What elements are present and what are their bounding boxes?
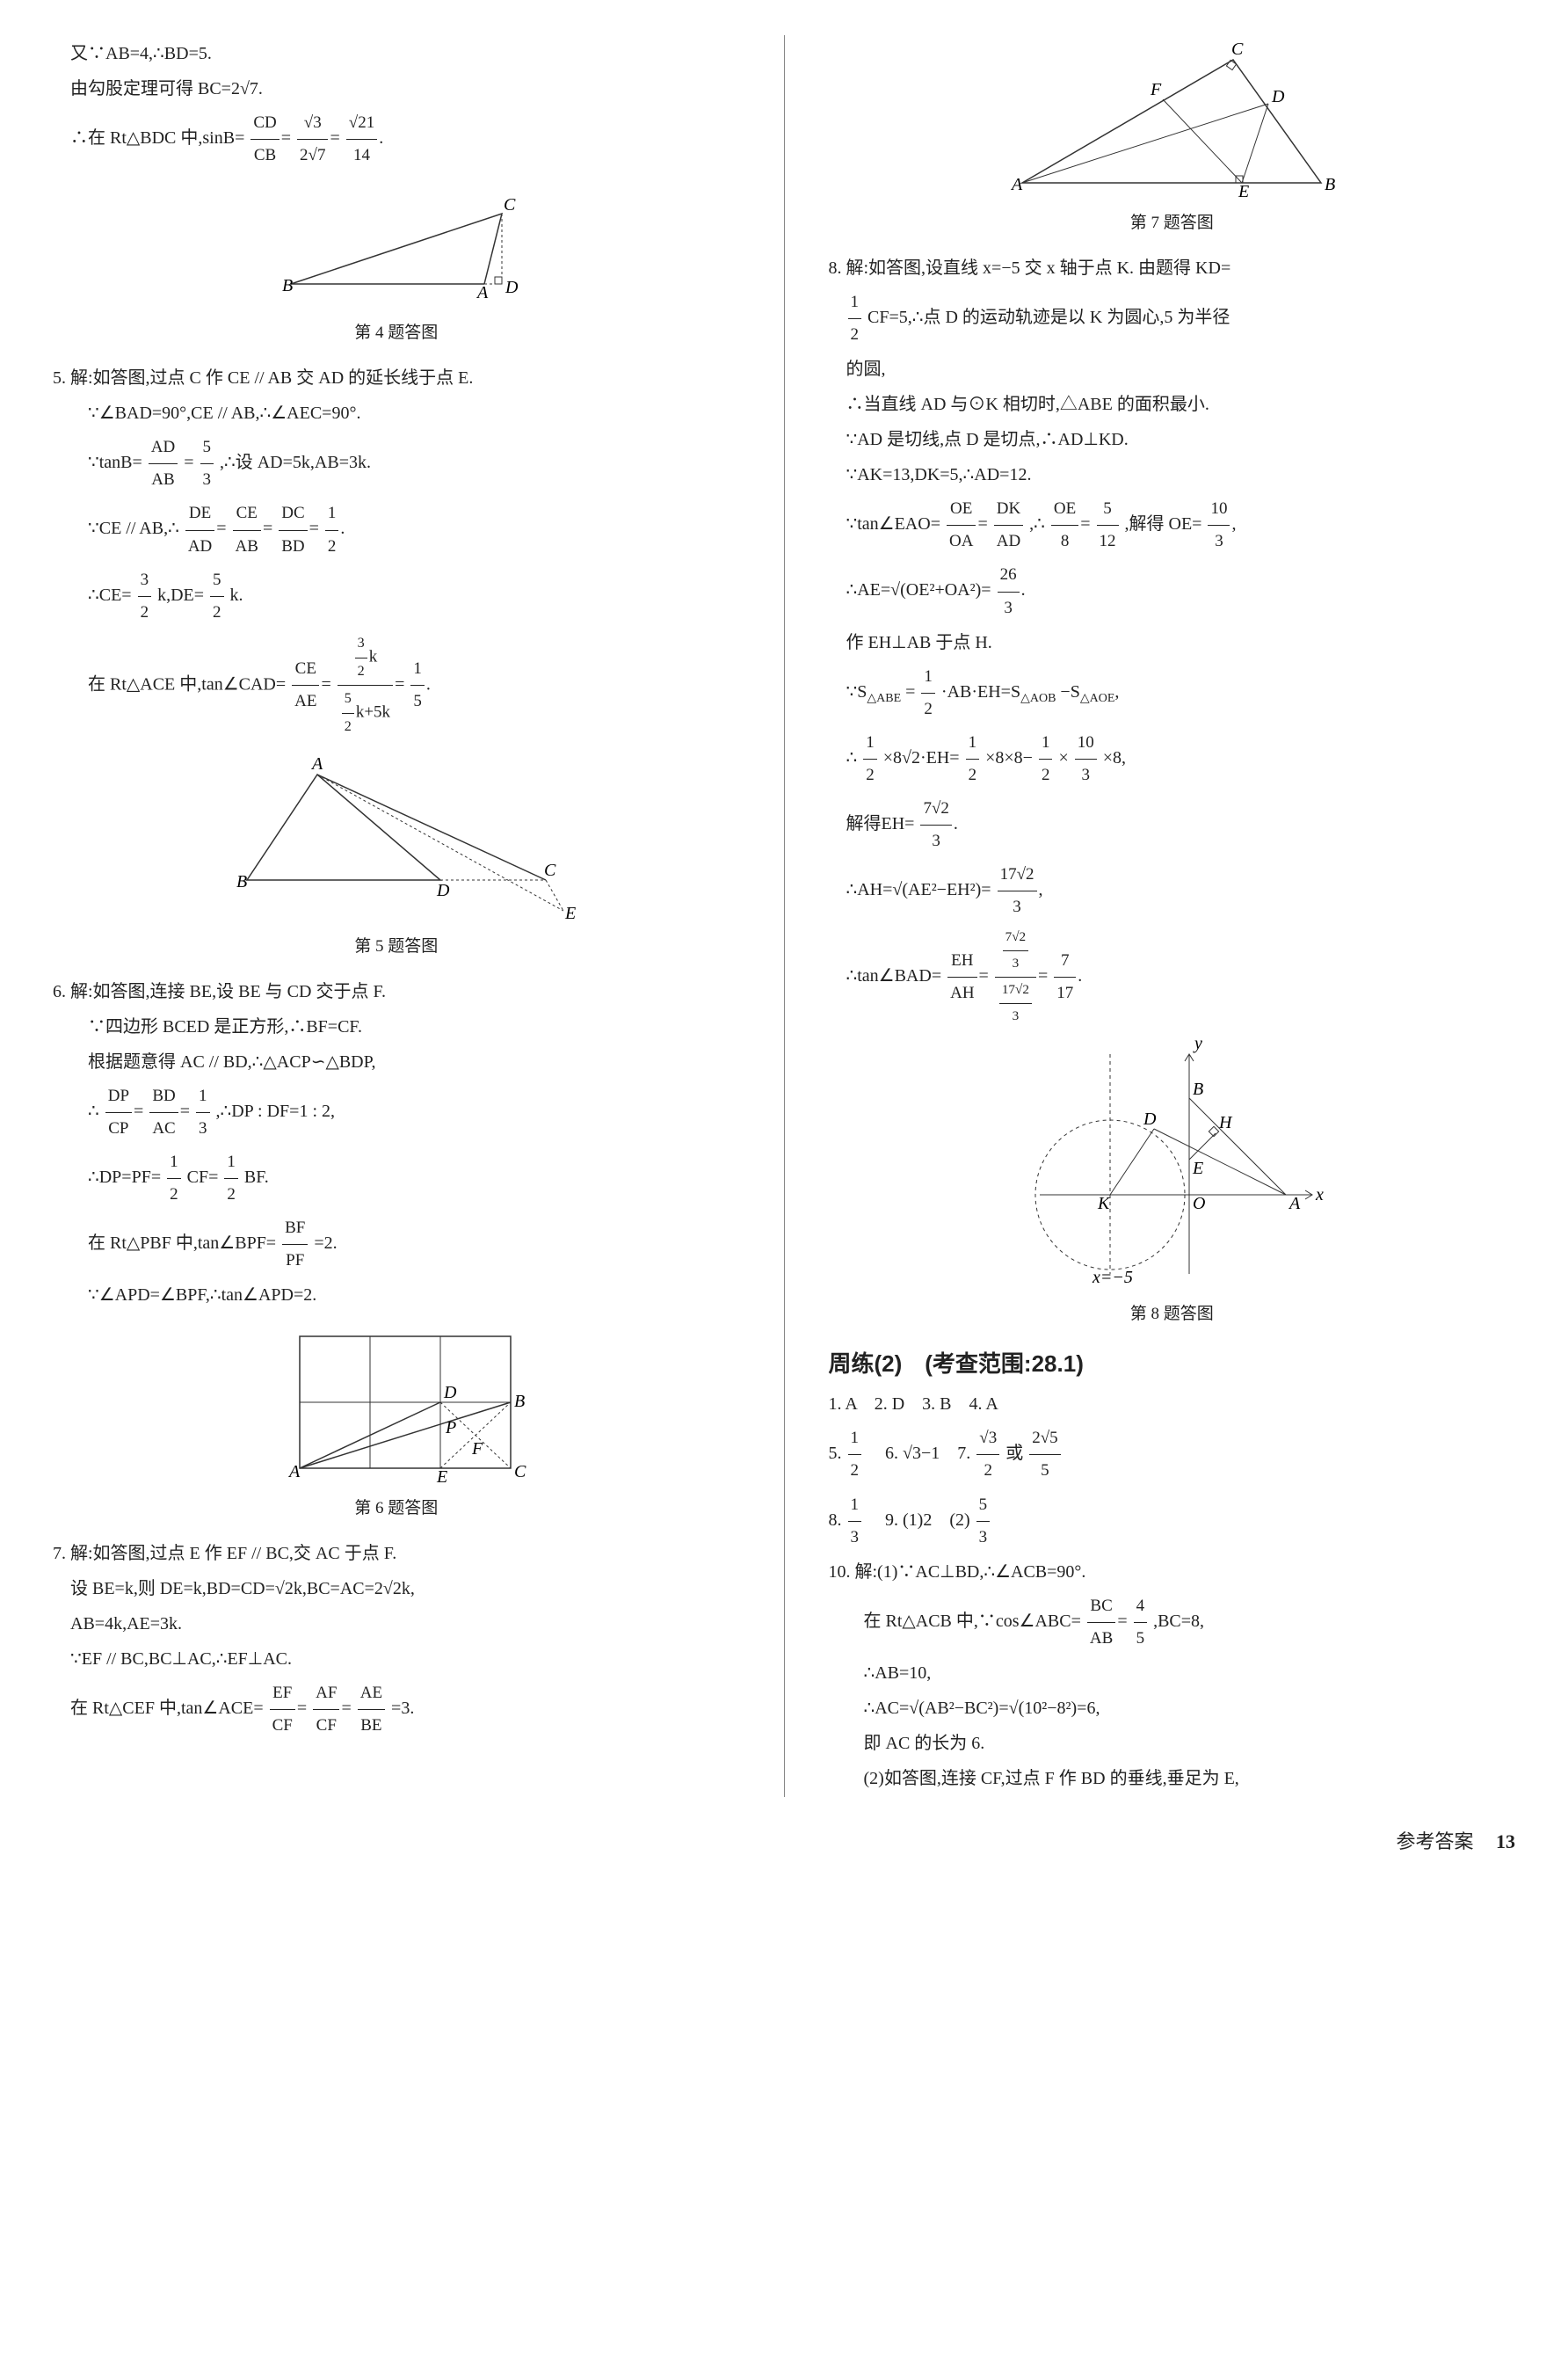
svg-text:E: E [1192, 1159, 1203, 1178]
line: 在 Rt△ACB 中,∵cos∠ABC= BCAB= 45 ,BC=8, [829, 1590, 1516, 1655]
left-column: 又∵AB=4,∴BD=5. 由勾股定理可得 BC=2√7. ∴在 Rt△BDC … [53, 35, 740, 1797]
line: ∴当直线 AD 与⊙K 相切时,△ABE 的面积最小. [829, 388, 1516, 421]
svg-text:E: E [564, 904, 576, 923]
svg-text:C: C [1231, 42, 1244, 59]
figure-7-caption: 第 7 题答图 [829, 207, 1516, 239]
column-divider [784, 35, 785, 1797]
svg-text:A: A [1010, 175, 1023, 194]
svg-text:x: x [1315, 1185, 1324, 1204]
svg-text:A: A [310, 754, 323, 774]
svg-text:A: A [287, 1462, 301, 1481]
line: 在 Rt△ACE 中,tan∠CAD= CEAE= 32k 52k+5k = 1… [53, 630, 740, 741]
line: ∵∠BAD=90°,CE // AB,∴∠AEC=90°. [53, 397, 740, 430]
figure-4: B A C D [256, 178, 537, 310]
figure-5-caption: 第 5 题答图 [53, 931, 740, 963]
line: ∴CE= 32 k,DE= 52 k. [53, 564, 740, 629]
line: 由勾股定理可得 BC=2√7. [53, 72, 740, 106]
line: 作 EH⊥AB 于点 H. [829, 626, 1516, 659]
svg-text:P: P [445, 1418, 456, 1437]
svg-text:D: D [443, 1383, 457, 1402]
svg-text:B: B [514, 1392, 525, 1411]
line: 解得EH= 7√23. [829, 793, 1516, 857]
svg-text:y: y [1193, 1037, 1202, 1053]
svg-text:A: A [1288, 1194, 1301, 1213]
page-number: 13 [1496, 1830, 1515, 1852]
svg-text:E: E [436, 1467, 447, 1486]
line: ∴tan∠BAD= EHAH= 7√23 17√23 = 717. [829, 925, 1516, 1030]
line: ∴AC=√(AB²−BC²)=√(10²−8²)=6, [829, 1692, 1516, 1725]
line: ∵四边形 BCED 是正方形,∴BF=CF. [53, 1010, 740, 1044]
svg-text:C: C [544, 861, 556, 880]
figure-8: y x A B D E H K O x=−5 [1013, 1037, 1330, 1292]
figure-5: A B C D E [212, 748, 581, 924]
figure-6: A B C D E F P [265, 1319, 528, 1486]
svg-text:F: F [471, 1439, 483, 1459]
svg-text:B: B [236, 872, 247, 891]
svg-text:C: C [514, 1462, 526, 1481]
right-column: A B C D E F 第 7 题答图 8. 解:如答图,设直线 x=−5 交 … [829, 35, 1516, 1797]
line: ∴ 12 ×8√2·EH= 12 ×8×8− 12 × 103 ×8, [829, 727, 1516, 791]
svg-text:H: H [1218, 1113, 1233, 1132]
figure-8-caption: 第 8 题答图 [829, 1299, 1516, 1330]
svg-text:F: F [1150, 80, 1162, 99]
svg-text:B: B [1325, 175, 1335, 194]
line: ∵tanB= ADAB = 53 ,∴设 AD=5k,AB=3k. [53, 432, 740, 496]
line: AB=4k,AE=3k. [53, 1607, 740, 1641]
line: 设 BE=k,则 DE=k,BD=CD=√2k,BC=AC=2√2k, [53, 1572, 740, 1605]
svg-text:O: O [1193, 1194, 1205, 1213]
problem-5-head: 5. 解:如答图,过点 C 作 CE // AB 交 AD 的延长线于点 E. [53, 361, 740, 395]
line: ∵CE // AB,∴ DEAD= CEAB= DCBD= 12. [53, 498, 740, 562]
line: ∵S△ABE = 12 ·AB·EH=S△AOB −S△AOE, [829, 661, 1516, 725]
line: 12 CF=5,∴点 D 的运动轨迹是以 K 为圆心,5 为半径 [829, 287, 1516, 351]
answers-8-9: 8. 13 9. (1)2 (2) 53 [829, 1489, 1516, 1553]
svg-text:C: C [504, 195, 516, 215]
svg-text:B: B [282, 276, 293, 295]
line: (2)如答图,连接 CF,过点 F 作 BD 的垂线,垂足为 E, [829, 1762, 1516, 1795]
line: ∴AH=√(AE²−EH²)= 17√23, [829, 859, 1516, 923]
line: 在 Rt△PBF 中,tan∠BPF= BFPF =2. [53, 1212, 740, 1277]
line: ∴AE=√(OE²+OA²)= 263. [829, 559, 1516, 623]
svg-text:D: D [436, 881, 450, 900]
line: 即 AC 的长为 6. [829, 1727, 1516, 1760]
svg-text:D: D [1143, 1110, 1157, 1129]
line: 根据题意得 AC // BD,∴△ACP∽△BDP, [53, 1045, 740, 1079]
problem-8-head: 8. 解:如答图,设直线 x=−5 交 x 轴于点 K. 由题得 KD= [829, 251, 1516, 285]
page-footer: 参考答案 13 [53, 1823, 1515, 1860]
answers-5-7: 5. 12 6. √3−1 7. √32 或 2√55 [829, 1422, 1516, 1487]
line: 的圆, [829, 353, 1516, 386]
problem-7-head: 7. 解:如答图,过点 E 作 EF // BC,交 AC 于点 F. [53, 1537, 740, 1570]
figure-7: A B C D E F [987, 42, 1356, 200]
text: ∴在 Rt△BDC 中,sinB= [70, 128, 244, 148]
line: 在 Rt△CEF 中,tan∠ACE= EFCF= AFCF= AEBE =3. [53, 1677, 740, 1742]
svg-text:A: A [475, 283, 489, 302]
svg-text:B: B [1193, 1080, 1203, 1099]
svg-text:K: K [1097, 1194, 1111, 1213]
figure-6-caption: 第 6 题答图 [53, 1493, 740, 1524]
svg-text:x=−5: x=−5 [1092, 1268, 1133, 1287]
line: ∴ DPCP= BDAC= 13 ,∴DP : DF=1 : 2, [53, 1080, 740, 1145]
page-content: 又∵AB=4,∴BD=5. 由勾股定理可得 BC=2√7. ∴在 Rt△BDC … [53, 35, 1515, 1797]
line: ∴AB=10, [829, 1656, 1516, 1690]
svg-text:D: D [1271, 87, 1285, 106]
line: 又∵AB=4,∴BD=5. [53, 37, 740, 70]
answers-1-4: 1. A 2. D 3. B 4. A [829, 1387, 1516, 1421]
weekly-title: 周练(2) (考查范围:28.1) [829, 1342, 1516, 1386]
line: ∴在 Rt△BDC 中,sinB= CDCB= √32√7= √2114. [53, 107, 740, 171]
problem-10-head: 10. 解:(1)∵AC⊥BD,∴∠ACB=90°. [829, 1555, 1516, 1589]
problem-6-head: 6. 解:如答图,连接 BE,设 BE 与 CD 交于点 F. [53, 975, 740, 1008]
figure-4-caption: 第 4 题答图 [53, 317, 740, 349]
svg-text:E: E [1238, 182, 1249, 200]
line: ∵∠APD=∠BPF,∴tan∠APD=2. [53, 1278, 740, 1312]
svg-text:D: D [505, 278, 519, 297]
line: ∵tan∠EAO= OEOA= DKAD ,∴ OE8= 512 ,解得 OE=… [829, 493, 1516, 557]
line: ∴DP=PF= 12 CF= 12 BF. [53, 1146, 740, 1211]
line: ∵AK=13,DK=5,∴AD=12. [829, 458, 1516, 491]
line: ∵AD 是切线,点 D 是切点,∴AD⊥KD. [829, 423, 1516, 456]
line: ∵EF // BC,BC⊥AC,∴EF⊥AC. [53, 1642, 740, 1676]
footer-label: 参考答案 [1396, 1830, 1473, 1852]
